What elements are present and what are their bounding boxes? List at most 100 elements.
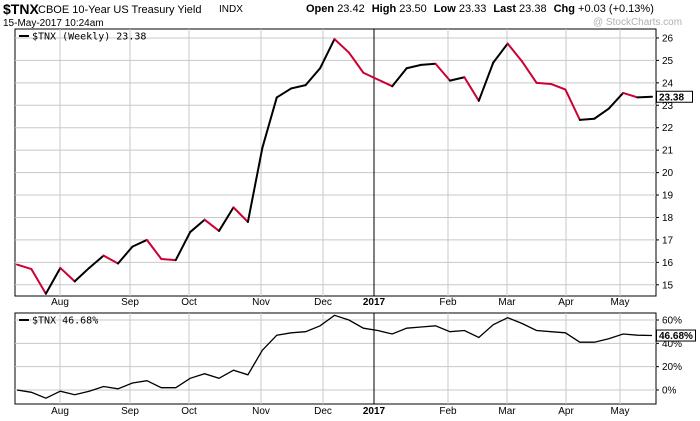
price-segment — [463, 76, 480, 102]
ticker-symbol: $TNX — [3, 1, 39, 17]
price-segment — [290, 84, 307, 90]
price-segment — [203, 218, 221, 232]
legend: $TNX 46.68% — [19, 316, 98, 327]
price-segment — [549, 82, 567, 91]
y-tick-label: 15 — [662, 280, 674, 291]
open-label: Open — [306, 3, 335, 15]
x-tick-label: Oct — [181, 406, 197, 417]
panel-roc: 0% 20% 40% 60% Aug Sep Oct Nov Dec 2017 Feb Mar Apr M… — [14, 312, 696, 417]
last-label: Last — [493, 3, 516, 15]
y-tick-label: 20 — [662, 168, 674, 179]
price-segment — [246, 146, 264, 223]
last-value-label: 23.38 — [659, 92, 684, 103]
x-tick-label: Apr — [558, 297, 574, 308]
price-segment — [319, 38, 336, 70]
x-tick-label: Feb — [439, 297, 457, 308]
y-tick-label: 0% — [662, 386, 677, 397]
price-segment — [304, 67, 322, 87]
price-segment — [391, 67, 408, 88]
x-tick-label: Feb — [439, 406, 457, 417]
price-segment — [73, 266, 91, 283]
x-tick-label: Mar — [498, 297, 516, 308]
x-tick-label: Aug — [51, 406, 69, 417]
security-name: CBOE 10-Year US Treasury Yield — [38, 4, 202, 16]
last-value-box-inner — [657, 330, 695, 341]
price-segment — [607, 91, 625, 110]
price-segment — [477, 61, 495, 102]
y-tick-label: 22 — [662, 123, 674, 134]
price-segment — [535, 81, 552, 85]
price-segment — [232, 206, 249, 223]
high-value: 23.50 — [399, 3, 427, 15]
price-segment — [131, 238, 148, 248]
price-segment — [275, 87, 293, 99]
x-tick-label: May — [611, 297, 630, 308]
x-tick-label: 2017 — [363, 297, 386, 308]
price-segment — [160, 257, 177, 262]
chg-label: Chg — [553, 3, 575, 15]
price-segment — [420, 62, 437, 66]
y-tick-label: 40% — [662, 339, 682, 350]
y-tick-label: 23 — [662, 101, 674, 112]
x-tick-label: Aug — [51, 297, 69, 308]
open-value: 23.42 — [337, 3, 365, 15]
y-tick-label: 21 — [662, 146, 674, 157]
price-segment — [376, 78, 394, 88]
price-segment — [189, 218, 206, 234]
panel-price: 15 16 17 18 19 20 21 22 23 24 25 26 Aug Sep Oct Nov Dec 2… — [14, 28, 693, 308]
plot-frame — [14, 312, 657, 405]
price-segment — [59, 266, 76, 283]
x-tick-label: Mar — [498, 406, 516, 417]
price-segment — [117, 245, 134, 265]
price-segment — [564, 88, 581, 121]
x-tick-label: Dec — [314, 406, 332, 417]
price-segment — [16, 263, 33, 271]
price-segment — [521, 60, 538, 84]
exchange-label: INDX — [219, 4, 243, 15]
y-tick-label: 18 — [662, 213, 674, 224]
high-label: High — [371, 3, 397, 15]
price-segment — [506, 42, 524, 63]
legend-label: $TNX 46.68% — [32, 316, 98, 327]
price-segment — [102, 254, 120, 265]
y-tick-label: 16 — [662, 258, 674, 269]
y-tick-label: 17 — [662, 235, 674, 246]
price-segment — [636, 95, 653, 99]
last-value-label: 46.68% — [659, 331, 693, 342]
price-segment — [593, 107, 610, 120]
price-segment — [362, 71, 379, 81]
x-tick-label: May — [611, 406, 630, 417]
low-value: 23.33 — [458, 3, 487, 15]
low-label: Low — [433, 3, 456, 15]
x-tick-label: Oct — [181, 297, 197, 308]
x-tick-label: Apr — [558, 406, 574, 417]
price-segment — [174, 231, 192, 262]
y-tick-label: 20% — [662, 362, 682, 373]
x-tick-label: 2017 — [363, 406, 386, 417]
last-value-box-inner — [657, 91, 692, 102]
y-tick-label: 25 — [662, 56, 674, 67]
price-segment — [44, 266, 62, 295]
watermark: @ StockCharts.com — [593, 17, 683, 28]
y-tick-label: 24 — [662, 78, 674, 89]
price-segment — [347, 51, 365, 74]
y-tick-label: 60% — [662, 316, 682, 327]
x-tick-label: Sep — [121, 406, 139, 417]
x-tick-label: Nov — [252, 406, 270, 417]
price-segment — [448, 76, 466, 82]
quote-summary: Open 23.42 High 23.50 Low 23.33 Last 23.38 C… — [306, 3, 654, 15]
y-tick-label: 26 — [662, 33, 674, 44]
price-segment — [218, 206, 235, 232]
price-segment — [88, 254, 105, 269]
price-segment — [622, 91, 639, 99]
plot-frame — [14, 28, 657, 297]
roc-line — [16, 314, 653, 399]
price-segment — [30, 268, 47, 295]
price-segment — [434, 62, 451, 82]
price-segment — [405, 63, 423, 70]
last-value: 23.38 — [519, 3, 547, 15]
price-segment — [492, 42, 509, 64]
price-segment — [578, 117, 596, 121]
